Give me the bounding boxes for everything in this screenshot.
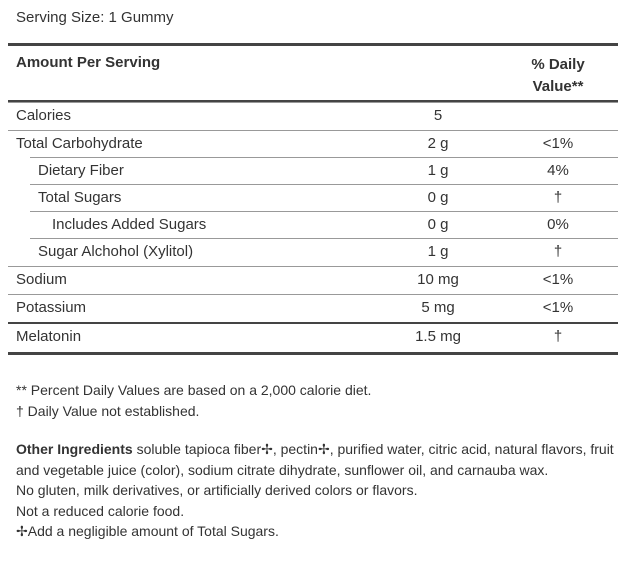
note: ✢Add a negligible amount of Total Sugars… (16, 523, 279, 539)
daily-value: † (553, 328, 563, 345)
facts-table: Amount Per Serving % Daily Value** Calor… (8, 43, 618, 355)
nutrient: Melatonin (16, 328, 82, 345)
footnotes: ** Percent Daily Values are based on a 2… (16, 380, 371, 422)
row: Total Sugars 0 g † (8, 184, 618, 212)
nutrient: Dietary Fiber (38, 162, 124, 179)
daily-value: † (553, 243, 563, 260)
daily-value: <1% (542, 299, 574, 316)
nutrient: Sodium (16, 271, 67, 288)
nutrient: Calories (16, 107, 72, 124)
note: Not a reduced calorie food. (16, 502, 185, 519)
nutrient: Total Carbohydrate (16, 135, 143, 152)
amount: 0 g (427, 189, 449, 206)
row: Calories 5 (8, 102, 618, 130)
amount: 1 g (427, 162, 449, 179)
amount: 2 g (427, 135, 449, 152)
row: Total Carbohydrate 2 g <1% (8, 130, 618, 158)
daily-value: 0% (547, 216, 569, 233)
footnote: ** Percent Daily Values are based on a 2… (16, 382, 372, 398)
daily-value: <1% (542, 271, 574, 288)
ingredients-label: Other Ingredients (16, 441, 133, 457)
row: Includes Added Sugars 0 g 0% (8, 211, 618, 239)
table-header: Amount Per Serving % Daily Value** (8, 46, 618, 102)
amount: 1.5 mg (415, 328, 461, 345)
row: Sodium 10 mg <1% (8, 266, 618, 294)
header-daily-value: % Daily Value** (531, 56, 585, 95)
nutrient: Includes Added Sugars (52, 216, 207, 233)
daily-value: † (553, 189, 563, 206)
daily-value: 4% (547, 162, 569, 179)
nutrient: Potassium (16, 299, 87, 316)
amount: 5 (433, 107, 443, 124)
serving-size: Serving Size: 1 Gummy (16, 9, 174, 26)
amount: 5 mg (421, 299, 455, 316)
amount: 0 g (427, 216, 449, 233)
amount: 10 mg (417, 271, 459, 288)
footnote: † Daily Value not established. (16, 403, 200, 419)
ingredients-text: soluble tapioca fiber✢, pectin✢, purifie… (16, 441, 614, 478)
other-ingredients: Other Ingredients soluble tapioca fiber✢… (16, 439, 621, 480)
nutrient: Sugar Alchohol (Xylitol) (38, 243, 194, 260)
daily-value: <1% (542, 135, 574, 152)
amount: 1 g (427, 243, 449, 260)
row: Sugar Alchohol (Xylitol) 1 g † (8, 238, 618, 266)
nutrient: Total Sugars (38, 189, 122, 206)
header-amount: Amount Per Serving (16, 54, 161, 71)
note: No gluten, milk derivatives, or artifici… (16, 482, 418, 498)
row: Potassium 5 mg <1% (8, 294, 618, 322)
row: Dietary Fiber 1 g 4% (8, 157, 618, 185)
row: Melatonin 1.5 mg † (8, 322, 618, 352)
ingredients: Other Ingredients soluble tapioca fiber✢… (16, 439, 621, 542)
